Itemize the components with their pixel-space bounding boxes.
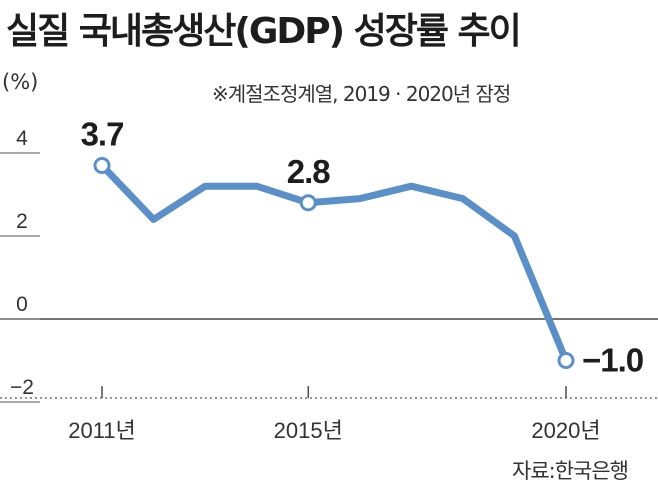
y-tick-label: 4 (16, 127, 28, 150)
data-label-2015: 2.8 (287, 153, 331, 190)
data-labels: 3.7 2.8 −1.0 (81, 115, 645, 379)
y-axis-ticks: 4 2 0 −2 (0, 127, 40, 403)
y-tick-label: 0 (16, 293, 28, 316)
y-tick-label: 2 (16, 210, 28, 233)
x-tick-label: 2011년 (68, 418, 136, 443)
data-point-marker-2011 (93, 156, 111, 174)
data-label-2011: 3.7 (81, 115, 124, 152)
data-label-2020: −1.0 (582, 342, 643, 379)
chart-source: 자료:한국은행 (512, 459, 629, 483)
y-tick-label: −2 (10, 376, 34, 399)
x-tick-label: 2020년 (531, 418, 600, 443)
y-axis-unit: (%) (2, 70, 39, 94)
data-point-marker-2020 (557, 352, 575, 369)
chart-title: 실질 국내총생산(GDP) 성장률 추이 (6, 11, 522, 52)
x-axis-ticks: 2011년 2015년 2020년 (68, 386, 601, 443)
x-tick-label: 2015년 (274, 418, 343, 443)
data-point-marker-2015 (299, 194, 317, 212)
gdp-growth-line (98, 161, 570, 364)
chart-note: ※계절조정계열, 2019 · 2020년 잠정 (212, 82, 511, 106)
series-layer (93, 156, 575, 369)
